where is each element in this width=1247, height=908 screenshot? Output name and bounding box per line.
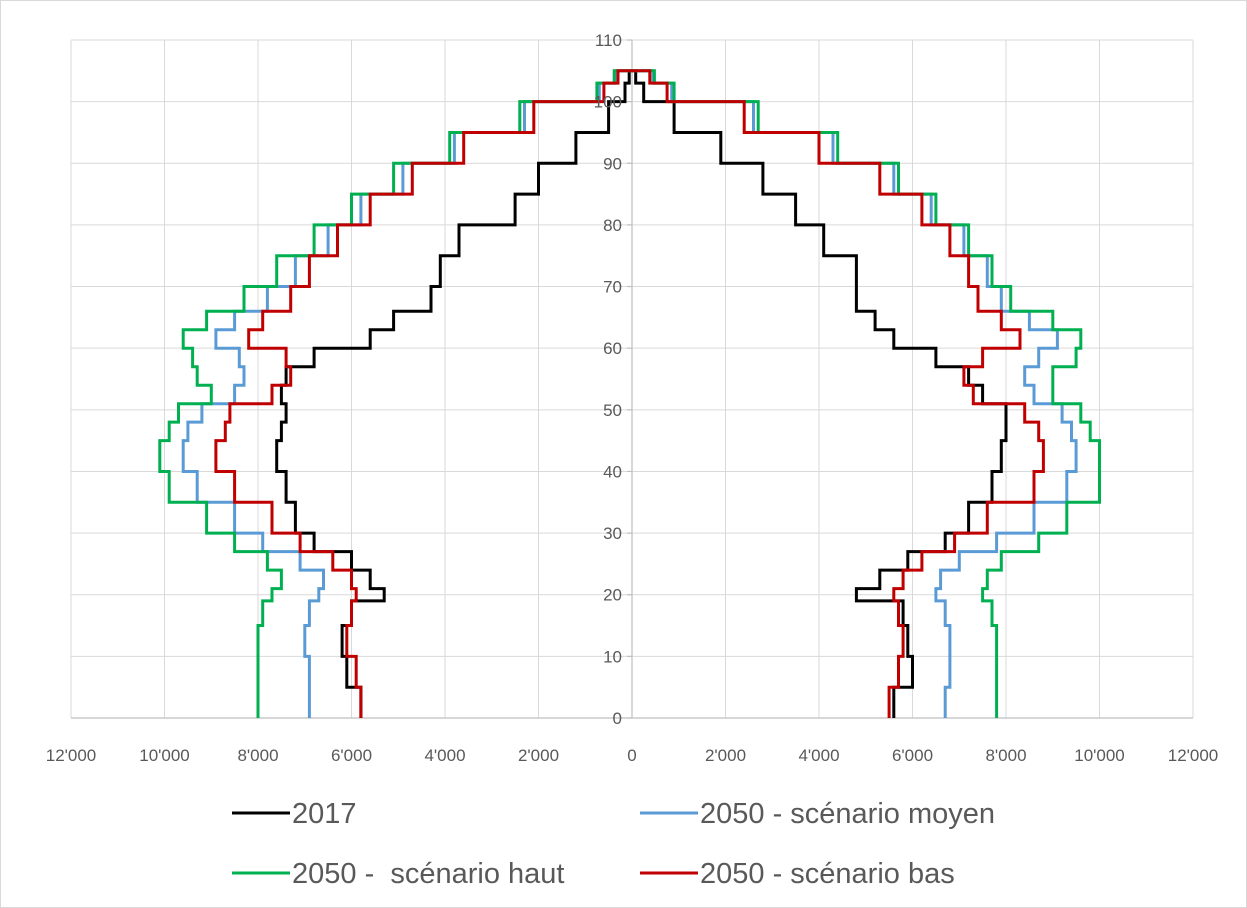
x-tick-label: 10'000 — [139, 746, 190, 765]
y-tick-label: 110 — [595, 31, 622, 50]
y-tick-label: 100 — [594, 93, 622, 112]
x-tick-label: 0 — [627, 746, 636, 765]
x-tick-label: 2'000 — [518, 746, 559, 765]
legend-label: 2050 - scénario moyen — [700, 798, 995, 830]
x-tick-label: 8'000 — [237, 746, 278, 765]
series-line-0 — [275, 69, 1008, 718]
y-tick-label: 70 — [603, 278, 622, 297]
y-tick-label: 50 — [603, 401, 622, 420]
y-tick-label: 0 — [613, 709, 622, 728]
y-tick-label: 80 — [603, 216, 622, 235]
x-tick-label: 4'000 — [798, 746, 839, 765]
legend-label: 2050 - scénario bas — [700, 858, 955, 890]
series-line-2 — [158, 69, 1101, 718]
x-tick-label: 12'000 — [1168, 746, 1219, 765]
x-tick-label: 2'000 — [705, 746, 746, 765]
x-tick-label: 8'000 — [985, 746, 1026, 765]
x-tick-label: 6'000 — [331, 746, 372, 765]
y-tick-label: 20 — [603, 586, 622, 605]
series-line-1 — [181, 69, 1078, 718]
y-tick-label: 90 — [603, 154, 622, 173]
y-tick-label: 10 — [603, 647, 622, 666]
x-tick-label: 6'000 — [892, 746, 933, 765]
y-tick-label: 40 — [603, 462, 622, 481]
legend-label: 2050 - scénario haut — [292, 858, 564, 890]
y-tick-label: 60 — [603, 339, 622, 358]
series-line-3 — [214, 69, 1045, 718]
tick-labels: 12'000 10'000 8'000 6'000 4'000 2'000 0 2'000 4'… — [46, 31, 1219, 765]
legend-label: 2017 — [292, 798, 357, 830]
x-tick-label: 12'000 — [46, 746, 97, 765]
legend: 2017 2050 - scénario moyen 2050 - scénario… — [232, 798, 995, 890]
series-lines — [158, 69, 1101, 718]
y-tick-label: 30 — [603, 524, 622, 543]
x-tick-label: 10'000 — [1074, 746, 1125, 765]
x-tick-label: 4'000 — [424, 746, 465, 765]
